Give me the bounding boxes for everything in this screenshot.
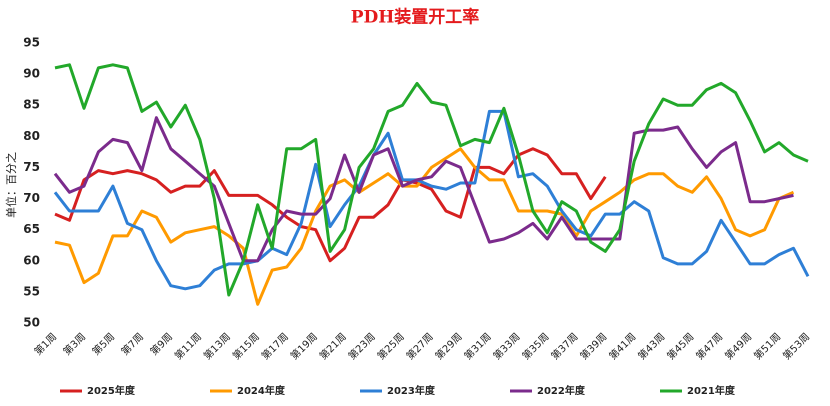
x-tick-label: 第43周 [635, 330, 667, 362]
series-line [53, 116, 794, 263]
x-tick-label: 第17周 [259, 330, 291, 362]
y-tick-label: 85 [23, 98, 40, 112]
x-tick-label: 第51周 [751, 330, 783, 362]
chart-title: PDH装置开工率 [351, 7, 480, 28]
legend-label: 2024年度 [237, 384, 286, 397]
y-tick-label: 90 [23, 67, 40, 81]
series-line [54, 147, 795, 306]
legend-label: 2021年度 [687, 384, 736, 397]
x-tick-label: 第41周 [606, 330, 638, 362]
x-tick-label: 第7周 [118, 330, 146, 358]
y-tick-label: 65 [23, 222, 40, 236]
x-tick-label: 第21周 [317, 330, 349, 362]
x-tick-label: 第53周 [780, 330, 812, 362]
y-tick-label: 50 [23, 316, 40, 330]
legend-label: 2025年度 [87, 384, 136, 397]
y-tick-label: 55 [23, 284, 40, 298]
x-tick-label: 第33周 [490, 330, 522, 362]
x-tick-label: 第31周 [461, 330, 493, 362]
x-tick-label: 第37周 [548, 330, 580, 362]
x-tick-label: 第27周 [403, 330, 435, 362]
x-tick-label: 第3周 [60, 330, 88, 358]
x-tick-label: 第47周 [693, 330, 725, 362]
x-tick-label: 第23周 [345, 330, 377, 362]
x-tick-label: 第19周 [288, 330, 320, 362]
y-tick-label: 75 [23, 160, 40, 174]
series-line [54, 63, 809, 297]
x-tick-label: 第35周 [519, 330, 551, 362]
series-line [53, 109, 810, 291]
x-tick-label: 第49周 [722, 330, 754, 362]
x-tick-label: 第45周 [664, 330, 696, 362]
y-tick-label: 80 [23, 129, 40, 143]
x-tick-label: 第5周 [89, 330, 117, 358]
x-tick-label: 第9周 [147, 330, 175, 358]
x-tick-label: 第29周 [432, 330, 464, 362]
x-tick-label: 第25周 [374, 330, 406, 362]
x-tick-label: 第39周 [577, 330, 609, 362]
y-axis-label: 单位：百分之 [4, 152, 18, 218]
legend-label: 2023年度 [387, 384, 436, 397]
y-tick-label: 95 [23, 36, 40, 50]
x-tick-label: 第13周 [201, 330, 233, 362]
y-tick-label: 70 [23, 191, 40, 205]
y-tick-label: 60 [23, 253, 40, 267]
legend-label: 2022年度 [537, 384, 586, 397]
x-tick-label: 第1周 [31, 330, 59, 358]
x-tick-label: 第15周 [230, 330, 262, 362]
x-tick-label: 第11周 [172, 330, 204, 362]
